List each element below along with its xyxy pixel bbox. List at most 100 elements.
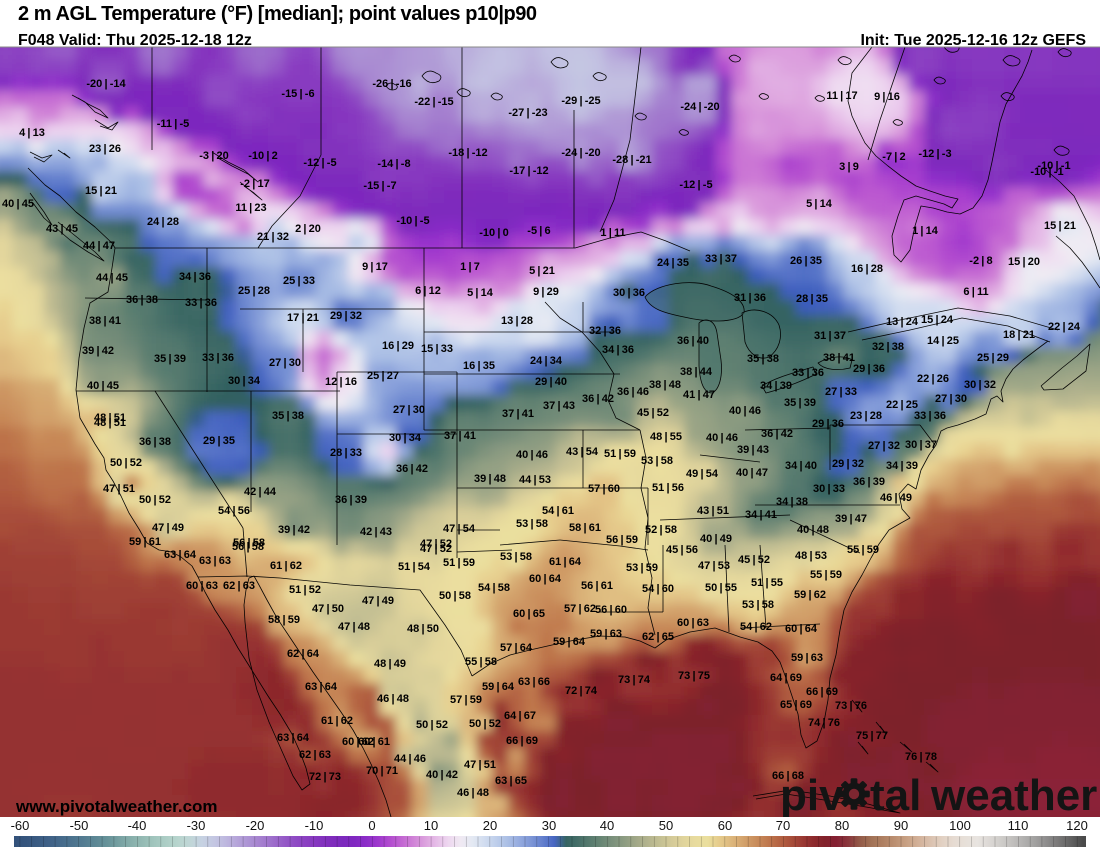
svg-text:26 | 35: 26 | 35	[790, 255, 822, 267]
svg-text:-27 | -23: -27 | -23	[508, 107, 547, 119]
svg-text:74 | 76: 74 | 76	[808, 717, 840, 729]
svg-text:56 | 58: 56 | 58	[232, 541, 264, 553]
svg-text:50: 50	[659, 818, 673, 833]
svg-text:63 | 66: 63 | 66	[518, 676, 550, 688]
svg-text:33 | 37: 33 | 37	[705, 253, 737, 265]
svg-text:34 | 36: 34 | 36	[179, 271, 211, 283]
svg-text:-40: -40	[128, 818, 147, 833]
svg-text:27 | 30: 27 | 30	[269, 357, 301, 369]
svg-text:10: 10	[424, 818, 438, 833]
svg-text:24 | 35: 24 | 35	[657, 257, 689, 269]
svg-text:39 | 42: 39 | 42	[278, 524, 310, 536]
svg-text:53 | 58: 53 | 58	[641, 455, 673, 467]
svg-text:75 | 77: 75 | 77	[856, 730, 888, 742]
svg-text:62 | 64: 62 | 64	[287, 648, 320, 660]
svg-text:110: 110	[1008, 818, 1029, 833]
svg-text:47 | 48: 47 | 48	[338, 621, 370, 633]
svg-text:30 | 36: 30 | 36	[613, 287, 645, 299]
svg-text:-15 | -7: -15 | -7	[363, 180, 396, 192]
svg-text:25 | 28: 25 | 28	[238, 285, 270, 297]
svg-text:39 | 43: 39 | 43	[737, 444, 769, 456]
svg-text:25 | 27: 25 | 27	[367, 370, 399, 382]
svg-text:20: 20	[483, 818, 497, 833]
svg-text:23 | 28: 23 | 28	[850, 410, 882, 422]
svg-text:60 | 62: 60 | 62	[342, 736, 374, 748]
svg-text:32 | 36: 32 | 36	[589, 325, 621, 337]
svg-text:64 | 69: 64 | 69	[770, 672, 802, 684]
svg-text:51 | 56: 51 | 56	[652, 482, 684, 494]
svg-text:-12 | -5: -12 | -5	[679, 179, 712, 191]
svg-text:51 | 55: 51 | 55	[751, 577, 783, 589]
svg-text:51 | 59: 51 | 59	[604, 448, 636, 460]
svg-text:36 | 40: 36 | 40	[677, 335, 709, 347]
svg-text:27 | 33: 27 | 33	[825, 386, 857, 398]
svg-text:1 | 7: 1 | 7	[460, 261, 480, 273]
svg-text:-11 | -5: -11 | -5	[157, 118, 190, 130]
svg-text:15 | 21: 15 | 21	[1044, 220, 1076, 232]
svg-text:53 | 58: 53 | 58	[500, 551, 532, 563]
svg-text:16 | 35: 16 | 35	[463, 360, 495, 372]
svg-text:53 | 58: 53 | 58	[516, 518, 548, 530]
svg-text:16 | 29: 16 | 29	[382, 340, 414, 352]
svg-text:37 | 43: 37 | 43	[543, 400, 575, 412]
svg-text:43 | 54: 43 | 54	[566, 446, 599, 458]
svg-text:62 | 63: 62 | 63	[223, 580, 255, 592]
svg-text:47 | 52: 47 | 52	[420, 538, 452, 550]
svg-text:-24 | -20: -24 | -20	[561, 147, 600, 159]
svg-text:25 | 33: 25 | 33	[283, 275, 315, 287]
svg-text:47 | 54: 47 | 54	[443, 523, 476, 535]
svg-text:-2 | 17: -2 | 17	[240, 178, 270, 190]
svg-text:45 | 56: 45 | 56	[666, 544, 698, 556]
svg-text:43 | 51: 43 | 51	[697, 505, 729, 517]
svg-text:57 | 59: 57 | 59	[450, 694, 482, 706]
svg-text:43 | 45: 43 | 45	[46, 223, 78, 235]
svg-text:40 | 46: 40 | 46	[706, 432, 738, 444]
svg-text:15 | 33: 15 | 33	[421, 343, 453, 355]
svg-text:48 | 53: 48 | 53	[795, 550, 827, 562]
svg-text:39 | 42: 39 | 42	[82, 345, 114, 357]
svg-text:30 | 34: 30 | 34	[228, 375, 261, 387]
svg-text:22 | 25: 22 | 25	[886, 399, 918, 411]
svg-text:59 | 62: 59 | 62	[794, 589, 826, 601]
svg-text:29 | 32: 29 | 32	[330, 310, 362, 322]
svg-text:-10 | -5: -10 | -5	[396, 215, 429, 227]
svg-text:33 | 36: 33 | 36	[202, 352, 234, 364]
svg-text:73 | 74: 73 | 74	[618, 674, 651, 686]
svg-text:33 | 36: 33 | 36	[185, 297, 217, 309]
svg-text:21 | 32: 21 | 32	[257, 231, 289, 243]
svg-text:29 | 36: 29 | 36	[853, 363, 885, 375]
svg-text:51 | 54: 51 | 54	[398, 561, 431, 573]
svg-text:5 | 14: 5 | 14	[467, 287, 494, 299]
svg-text:F048 Valid: Thu 2025-12-18 12z: F048 Valid: Thu 2025-12-18 12z	[18, 32, 252, 49]
svg-text:13 | 28: 13 | 28	[501, 315, 533, 327]
svg-text:4 | 13: 4 | 13	[19, 127, 45, 139]
svg-text:34 | 40: 34 | 40	[785, 460, 817, 472]
svg-text:48 | 50: 48 | 50	[407, 623, 439, 635]
svg-text:35 | 39: 35 | 39	[154, 353, 186, 365]
svg-text:47 | 49: 47 | 49	[362, 595, 394, 607]
svg-text:44 | 46: 44 | 46	[394, 753, 426, 765]
svg-text:50 | 58: 50 | 58	[439, 590, 471, 602]
svg-text:24 | 28: 24 | 28	[147, 216, 179, 228]
svg-text:39 | 47: 39 | 47	[835, 513, 867, 525]
svg-text:-17 | -12: -17 | -12	[509, 165, 548, 177]
svg-text:56 | 58: 56 | 58	[233, 537, 265, 549]
svg-text:62 | 63: 62 | 63	[299, 749, 331, 761]
svg-text:-20 | -14: -20 | -14	[86, 78, 126, 90]
svg-text:48 | 51: 48 | 51	[94, 417, 126, 429]
svg-text:-10 | 0: -10 | 0	[479, 227, 509, 239]
svg-text:36 | 42: 36 | 42	[582, 393, 614, 405]
svg-text:50 | 52: 50 | 52	[416, 719, 448, 731]
svg-text:66 | 69: 66 | 69	[806, 686, 838, 698]
svg-text:36 | 42: 36 | 42	[396, 463, 428, 475]
svg-text:34 | 36: 34 | 36	[602, 344, 634, 356]
svg-text:56 | 59: 56 | 59	[606, 534, 638, 546]
svg-text:56 | 60: 56 | 60	[595, 604, 627, 616]
svg-text:55 | 59: 55 | 59	[810, 569, 842, 581]
svg-text:22 | 26: 22 | 26	[917, 373, 949, 385]
svg-text:31 | 37: 31 | 37	[814, 330, 846, 342]
svg-text:40 | 42: 40 | 42	[426, 769, 458, 781]
svg-text:-22 | -15: -22 | -15	[414, 96, 453, 108]
svg-text:64 | 67: 64 | 67	[504, 710, 536, 722]
svg-text:27 | 32: 27 | 32	[868, 440, 900, 452]
